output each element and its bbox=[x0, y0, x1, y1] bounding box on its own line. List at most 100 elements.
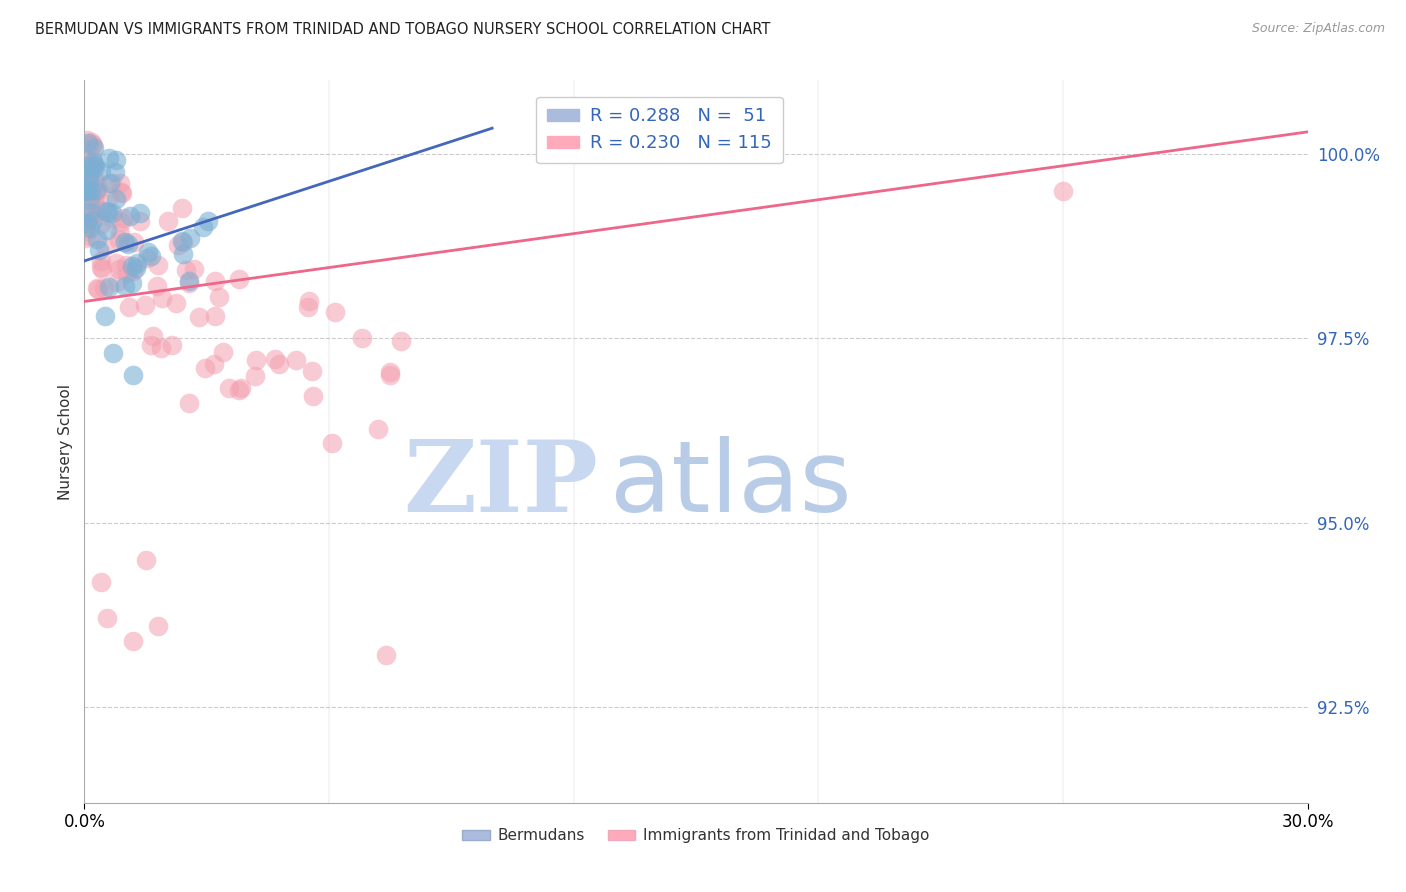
Point bbox=[174, 263, 197, 277]
Point bbox=[177, 276, 200, 290]
Point bbox=[93, 238, 115, 252]
Point bbox=[87, 184, 110, 198]
Point bbox=[172, 234, 194, 248]
Point bbox=[142, 329, 165, 343]
Point bbox=[93, 280, 115, 294]
Point bbox=[115, 266, 138, 280]
Point bbox=[84, 161, 107, 175]
Point bbox=[79, 229, 101, 244]
Point bbox=[228, 383, 250, 397]
Point bbox=[82, 212, 104, 227]
Point bbox=[110, 185, 132, 199]
Point bbox=[105, 275, 128, 289]
Point bbox=[73, 166, 96, 180]
Point bbox=[83, 173, 105, 187]
Point bbox=[141, 337, 163, 351]
Point bbox=[75, 184, 97, 198]
Point bbox=[125, 256, 148, 270]
Point bbox=[77, 174, 100, 188]
Point bbox=[76, 216, 98, 230]
Point bbox=[75, 140, 97, 154]
Point bbox=[129, 214, 152, 228]
Point bbox=[82, 196, 104, 211]
Point bbox=[94, 203, 117, 218]
Point bbox=[162, 338, 184, 352]
Point bbox=[82, 155, 104, 169]
Point bbox=[75, 169, 97, 183]
Point bbox=[101, 211, 124, 225]
Text: BERMUDAN VS IMMIGRANTS FROM TRINIDAD AND TOBAGO NURSERY SCHOOL CORRELATION CHART: BERMUDAN VS IMMIGRANTS FROM TRINIDAD AND… bbox=[35, 22, 770, 37]
Point bbox=[73, 220, 96, 235]
Point bbox=[218, 381, 240, 395]
Point bbox=[228, 272, 250, 286]
Point bbox=[114, 235, 136, 250]
Point bbox=[193, 220, 215, 235]
Point bbox=[98, 190, 121, 204]
Point bbox=[101, 346, 124, 360]
Point bbox=[125, 261, 148, 276]
Point bbox=[301, 364, 323, 378]
Point bbox=[79, 161, 101, 176]
Text: ZIP: ZIP bbox=[404, 436, 598, 533]
Point bbox=[194, 361, 217, 376]
Point bbox=[83, 158, 105, 172]
Point bbox=[80, 136, 103, 151]
Point bbox=[86, 183, 108, 197]
Point bbox=[84, 197, 107, 211]
Point bbox=[82, 151, 104, 165]
Point bbox=[179, 231, 201, 245]
Point bbox=[323, 304, 346, 318]
Point bbox=[302, 389, 325, 403]
Point bbox=[75, 231, 97, 245]
Point bbox=[110, 215, 132, 229]
Point bbox=[170, 201, 193, 215]
Point bbox=[297, 300, 319, 314]
Point bbox=[243, 368, 266, 383]
Point bbox=[97, 205, 120, 219]
Point bbox=[136, 251, 159, 265]
Text: atlas: atlas bbox=[610, 436, 852, 533]
Point bbox=[75, 159, 97, 173]
Point bbox=[136, 244, 159, 259]
Point bbox=[112, 235, 135, 250]
Point bbox=[90, 260, 112, 274]
Point bbox=[229, 381, 252, 395]
Point bbox=[146, 278, 169, 293]
Point bbox=[96, 611, 118, 625]
Point bbox=[101, 206, 124, 220]
Point bbox=[165, 296, 187, 310]
Point bbox=[90, 218, 112, 232]
Point bbox=[89, 243, 111, 257]
Point bbox=[111, 211, 134, 225]
Point bbox=[76, 211, 98, 226]
Point bbox=[73, 224, 96, 238]
Point bbox=[129, 206, 152, 220]
Point bbox=[139, 249, 162, 263]
Point bbox=[134, 298, 156, 312]
Point bbox=[121, 259, 143, 273]
Point bbox=[122, 633, 145, 648]
Point bbox=[179, 396, 201, 410]
Point bbox=[202, 357, 225, 371]
Point bbox=[97, 279, 120, 293]
Point bbox=[298, 294, 321, 309]
Point bbox=[152, 292, 174, 306]
Point bbox=[79, 189, 101, 203]
Point bbox=[90, 574, 112, 589]
Point bbox=[98, 176, 121, 190]
Point bbox=[146, 258, 169, 272]
Point bbox=[82, 137, 104, 152]
Point bbox=[90, 253, 112, 268]
Point bbox=[86, 231, 108, 245]
Point bbox=[83, 206, 105, 220]
Point bbox=[1052, 184, 1074, 198]
Point bbox=[350, 331, 373, 345]
Point bbox=[179, 274, 201, 288]
Point bbox=[75, 174, 97, 188]
Point bbox=[80, 216, 103, 230]
Point bbox=[96, 223, 118, 237]
Point bbox=[114, 279, 136, 293]
Point bbox=[79, 204, 101, 219]
Point bbox=[108, 227, 131, 241]
Point bbox=[124, 235, 146, 249]
